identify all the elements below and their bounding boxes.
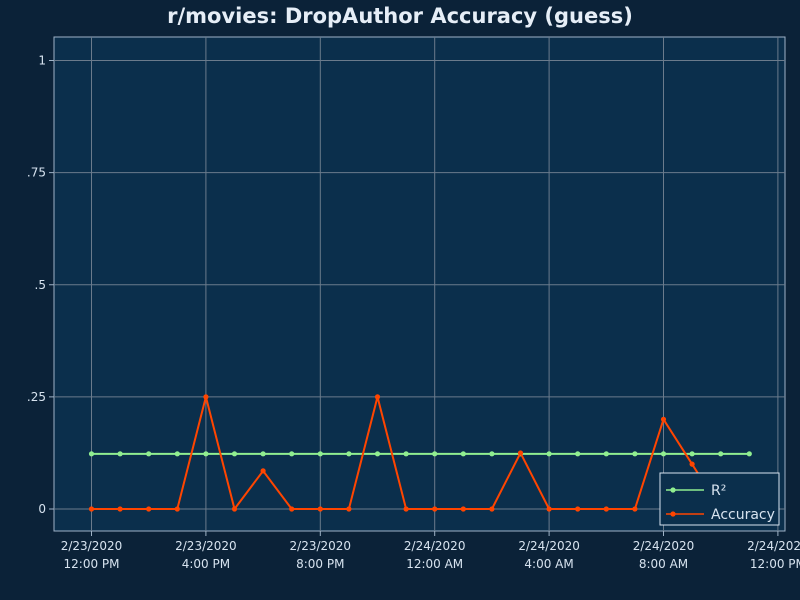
series-line-1 — [91, 396, 750, 512]
legend-label: Accuracy — [711, 507, 775, 523]
x-tick-date-label: 2/24/2020 — [633, 539, 695, 553]
series-point-1 — [117, 506, 123, 512]
series-point-0 — [231, 451, 238, 457]
x-tick-time-label: 8:00 AM — [639, 557, 688, 571]
series-point-0 — [117, 451, 123, 457]
legend: R² Accuracy — [659, 472, 780, 526]
series-point-0 — [346, 451, 352, 457]
series-point-1 — [146, 506, 152, 512]
series-point-1 — [546, 506, 552, 512]
series-point-0 — [460, 451, 466, 457]
x-tick-time-label: 12:00 PM — [750, 557, 800, 571]
series-point-0 — [660, 451, 667, 457]
series-point-0 — [489, 451, 495, 457]
series-point-1 — [203, 394, 209, 400]
series-point-1 — [632, 506, 638, 512]
x-tick-time-label: 4:00 PM — [182, 557, 230, 571]
series-point-1 — [174, 506, 180, 512]
series-point-1 — [660, 416, 667, 422]
series-point-1 — [489, 506, 495, 512]
series-point-0 — [203, 451, 209, 457]
y-tick-label: .5 — [35, 278, 46, 292]
series-point-1 — [603, 506, 609, 512]
series-point-0 — [260, 451, 266, 457]
y-axis: 0 .25 .5 .75 1 — [27, 54, 54, 516]
series-point-0 — [689, 451, 695, 457]
series-point-0 — [88, 451, 95, 457]
series-point-1 — [231, 506, 238, 512]
x-tick-time-label: 12:00 AM — [406, 557, 463, 571]
series-point-1 — [460, 506, 466, 512]
series-point-1 — [317, 506, 323, 512]
series-point-0 — [546, 451, 552, 457]
series-point-1 — [517, 450, 524, 456]
series-point-0 — [632, 451, 638, 457]
series-point-1 — [88, 506, 95, 512]
grid — [54, 37, 785, 531]
x-tick-time-label: 8:00 PM — [296, 557, 344, 571]
series-point-0 — [174, 451, 180, 457]
x-tick-date-label: 2/24/2020 — [747, 539, 800, 553]
series-point-1 — [689, 461, 695, 467]
x-axis: 2/23/2020 12:00 PM 2/23/2020 4:00 PM 2/23/20… — [61, 531, 800, 571]
series-point-0 — [718, 451, 724, 457]
x-tick-date-label: 2/24/2020 — [518, 539, 580, 553]
y-tick-label: 1 — [38, 54, 46, 68]
series-point-0 — [432, 451, 438, 457]
x-tick-time-label: 12:00 PM — [64, 557, 120, 571]
x-tick-date-label: 2/23/2020 — [175, 539, 237, 553]
x-tick-date-label: 2/23/2020 — [290, 539, 352, 553]
x-tick-time-label: 4:00 AM — [524, 557, 573, 571]
series-point-0 — [746, 451, 752, 457]
series-layer — [88, 394, 752, 512]
series-point-1 — [260, 468, 266, 474]
plot-area — [53, 36, 786, 532]
series-point-1 — [374, 394, 381, 400]
y-tick-label: 0 — [38, 502, 46, 516]
series-point-0 — [289, 451, 295, 457]
series-point-1 — [432, 506, 438, 512]
series-point-0 — [317, 451, 323, 457]
series-point-0 — [374, 451, 381, 457]
series-point-1 — [346, 506, 352, 512]
legend-box — [659, 472, 780, 526]
y-tick-label: .75 — [27, 166, 46, 180]
y-tick-label: .25 — [27, 390, 46, 404]
x-tick-date-label: 2/24/2020 — [404, 539, 466, 553]
series-point-0 — [575, 451, 581, 457]
series-point-1 — [289, 506, 295, 512]
series-point-0 — [146, 451, 152, 457]
series-point-1 — [403, 506, 409, 512]
x-tick-date-label: 2/23/2020 — [61, 539, 123, 553]
series-point-0 — [603, 451, 609, 457]
legend-swatch-marker — [670, 511, 676, 517]
series-point-0 — [403, 451, 409, 457]
legend-label: R² — [711, 483, 726, 499]
series-point-1 — [575, 506, 581, 512]
chart-title: r/movies: DropAuthor Accuracy (guess) — [167, 4, 633, 28]
legend-swatch-marker — [670, 487, 676, 493]
